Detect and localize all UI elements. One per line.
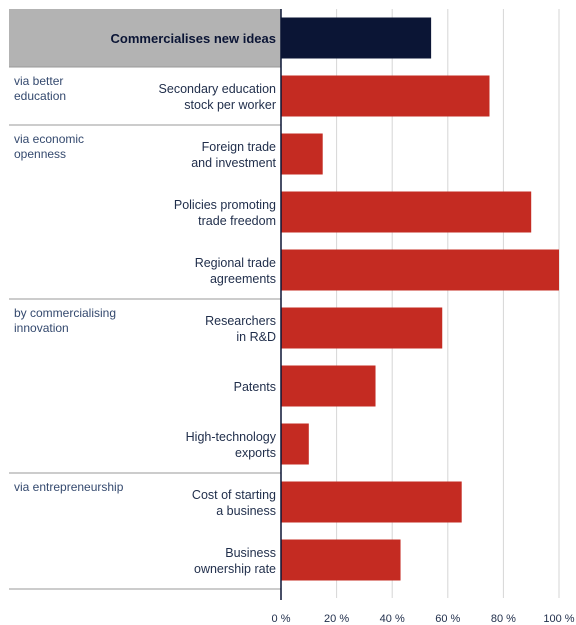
- group-label: via better education: [14, 74, 66, 103]
- header-label: Commercialises new ideas: [111, 31, 276, 46]
- category-label: Patents: [234, 380, 276, 394]
- x-tick-label: 80 %: [491, 613, 516, 625]
- x-tick-label: 20 %: [324, 613, 349, 625]
- category-label-line: trade freedom: [198, 214, 276, 228]
- category-label-line: ownership rate: [194, 562, 276, 576]
- category-label-line: exports: [235, 446, 276, 460]
- category-label-line: Patents: [234, 380, 276, 394]
- group-label: via economic openness: [14, 132, 84, 161]
- bar: [281, 191, 532, 233]
- category-label-line: a business: [216, 504, 276, 518]
- category-label: Cost of starting a business: [192, 488, 276, 518]
- category-label: Business ownership rate: [194, 546, 276, 576]
- category-label: Policies promoting trade freedom: [174, 198, 276, 228]
- group-label-line: education: [14, 89, 66, 103]
- bar: [281, 539, 401, 581]
- group-label-line: innovation: [14, 321, 69, 335]
- category-label-line: Policies promoting: [174, 198, 276, 212]
- category-label-line: Foreign trade: [202, 140, 276, 154]
- group-label-line: via entrepreneurship: [14, 480, 124, 494]
- bar: [281, 365, 376, 407]
- category-label: High-technology exports: [186, 430, 277, 460]
- category-label: Regional trade agreements: [195, 256, 276, 286]
- category-label-line: in R&D: [236, 330, 276, 344]
- category-label-line: Cost of starting: [192, 488, 276, 502]
- bar: [281, 481, 462, 523]
- bar: [281, 249, 559, 291]
- category-label: Researchers in R&D: [205, 314, 276, 344]
- bar: [281, 423, 309, 465]
- group-label: via entrepreneurship: [14, 480, 124, 494]
- x-tick-label: 40 %: [380, 613, 405, 625]
- x-tick-label: 100 %: [543, 613, 574, 625]
- category-label-line: agreements: [210, 272, 276, 286]
- category-label-line: stock per worker: [184, 98, 276, 112]
- category-label: Foreign trade and investment: [191, 140, 276, 170]
- category-label-line: and investment: [191, 156, 276, 170]
- group-label-line: via better: [14, 74, 63, 88]
- category-label-line: Regional trade: [195, 256, 276, 270]
- category-label: Secondary education stock per worker: [159, 82, 276, 112]
- category-label-line: Business: [225, 546, 276, 560]
- x-tick-label: 60 %: [435, 613, 460, 625]
- group-label: by commercialising innovation: [14, 306, 116, 335]
- bar: [281, 307, 443, 349]
- group-label-line: openness: [14, 147, 66, 161]
- category-label-line: Secondary education: [159, 82, 276, 96]
- bar: [281, 133, 323, 175]
- group-label-line: by commercialising: [14, 306, 116, 320]
- bar: [281, 75, 490, 117]
- group-label-line: via economic: [14, 132, 84, 146]
- category-label-line: Researchers: [205, 314, 276, 328]
- x-tick-label: 0 %: [272, 613, 291, 625]
- category-label-line: High-technology: [186, 430, 277, 444]
- header-bar: [281, 17, 432, 59]
- header-band: [9, 9, 281, 67]
